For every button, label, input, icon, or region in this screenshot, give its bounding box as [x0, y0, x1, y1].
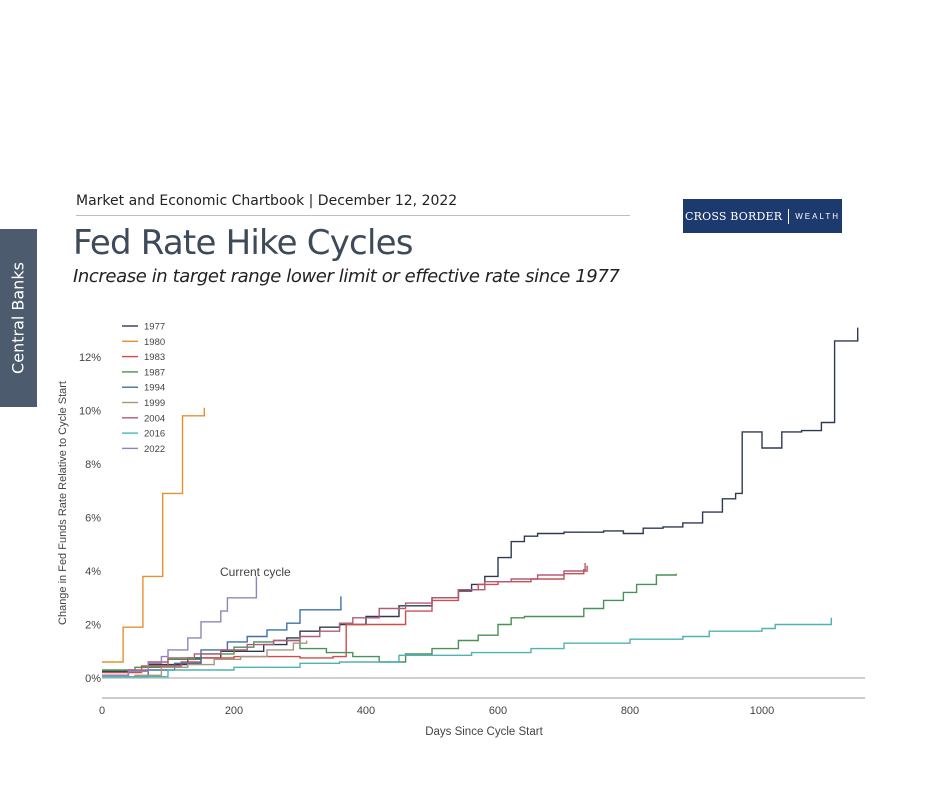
- logo-separator: [788, 208, 790, 224]
- logo-word-2: WEALTH: [795, 211, 840, 221]
- x-tick-label: 200: [225, 705, 243, 717]
- x-tick-label: 0: [99, 705, 105, 717]
- current-cycle-annotation: Current cycle: [220, 565, 291, 579]
- y-tick-label: 12%: [79, 352, 101, 364]
- section-tab[interactable]: Central Banks: [0, 229, 37, 407]
- y-tick-label: 8%: [85, 459, 101, 471]
- series-line-1983: [102, 565, 588, 674]
- x-tick-label: 400: [357, 705, 375, 717]
- legend-label-1987: 1987: [144, 367, 165, 378]
- series-layer: [102, 327, 859, 678]
- x-tick-label: 600: [489, 705, 507, 717]
- brand-logo: CROSS BORDER WEALTH: [683, 199, 842, 233]
- page-subtitle: Increase in target range lower limit or …: [73, 266, 620, 287]
- legend-label-1980: 1980: [144, 337, 165, 348]
- series-line-2016: [102, 617, 832, 678]
- series-line-2004: [102, 563, 586, 676]
- page-title: Fed Rate Hike Cycles: [73, 223, 413, 263]
- axes-layer: 0 200 400 600 800 1000 0% 2% 4% 6% 8% 10% 12%: [79, 352, 865, 717]
- legend-label-2004: 2004: [144, 413, 165, 424]
- logo-word-1: CROSS BORDER: [685, 209, 783, 223]
- legend-label-1977: 1977: [144, 322, 165, 333]
- x-tick-label: 800: [621, 705, 639, 717]
- axis-labels: Days Since Cycle Start Change in Fed Fund…: [57, 381, 544, 738]
- legend-label-1983: 1983: [144, 352, 165, 363]
- y-axis-title: Change in Fed Funds Rate Relative to Cyc…: [57, 381, 69, 625]
- legend-label-1994: 1994: [144, 383, 165, 394]
- series-line-1999: [102, 640, 308, 678]
- y-tick-label: 4%: [85, 566, 101, 578]
- series-line-2022: [102, 576, 258, 676]
- series-line-1987: [102, 573, 677, 671]
- x-axis-title: Days Since Cycle Start: [425, 726, 543, 738]
- y-tick-label: 2%: [85, 620, 101, 632]
- x-tick-label: 1000: [750, 705, 774, 717]
- legend: 1977 1980 1983 1987 1994 1999 2004 2016 2022: [122, 322, 165, 455]
- y-tick-label: 10%: [79, 406, 101, 418]
- y-tick-label: 6%: [85, 513, 101, 525]
- legend-label-1999: 1999: [144, 398, 165, 409]
- series-line-1980: [102, 407, 205, 663]
- legend-label-2016: 2016: [144, 429, 165, 440]
- y-tick-label: 0%: [85, 673, 101, 685]
- series-line-1994: [102, 596, 342, 678]
- legend-label-2022: 2022: [144, 444, 165, 455]
- header-divider: [76, 215, 630, 216]
- publication-header: Market and Economic Chartbook | December…: [76, 193, 458, 209]
- series-line-1977: [102, 327, 859, 672]
